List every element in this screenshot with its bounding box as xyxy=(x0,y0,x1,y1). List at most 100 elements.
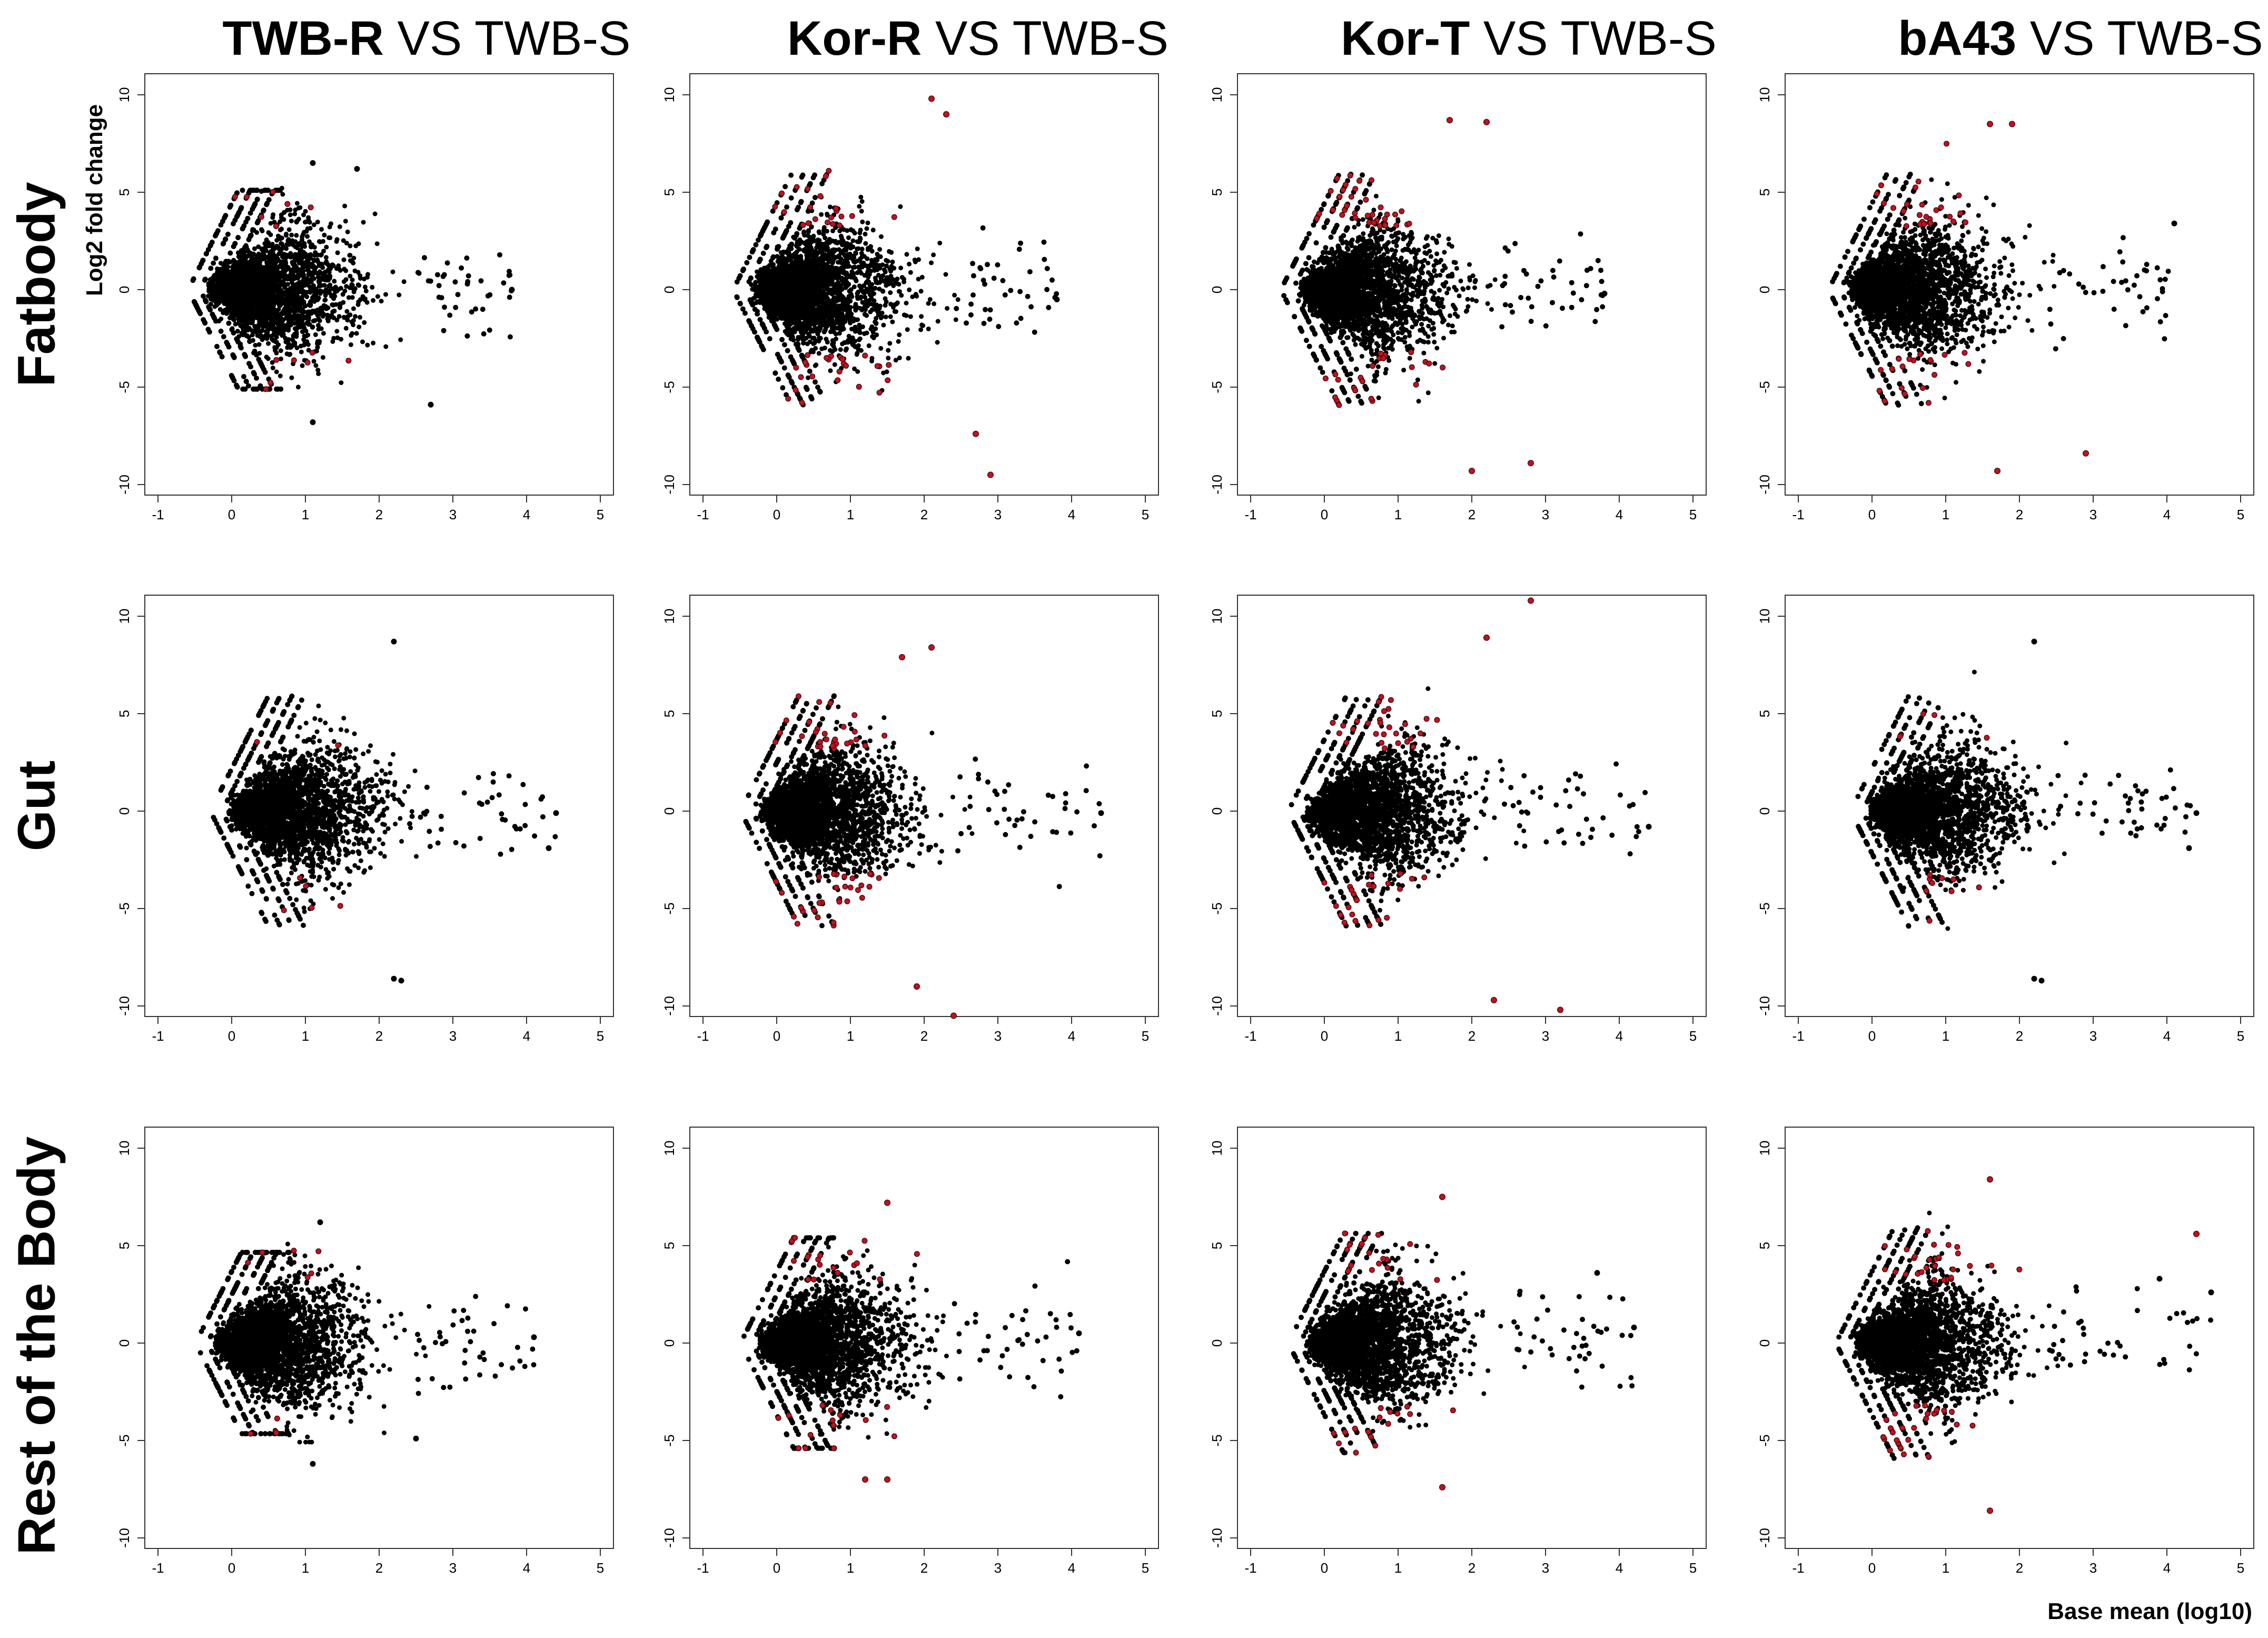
data-point xyxy=(480,307,486,312)
data-point xyxy=(261,308,266,313)
data-point xyxy=(313,270,318,275)
data-point xyxy=(206,281,211,286)
data-point xyxy=(328,235,333,240)
data-point xyxy=(310,325,315,330)
data-point xyxy=(315,344,320,350)
data-point xyxy=(459,265,464,271)
data-point xyxy=(821,232,826,237)
data-point xyxy=(232,218,238,223)
data-point xyxy=(284,242,290,247)
data-point xyxy=(796,346,801,352)
data-point xyxy=(304,219,309,224)
data-point xyxy=(796,341,801,347)
data-point xyxy=(244,194,250,200)
data-point xyxy=(343,219,348,224)
data-point xyxy=(866,343,871,348)
data-point xyxy=(352,268,358,273)
data-point xyxy=(390,269,395,274)
data-point xyxy=(309,350,315,356)
data-point xyxy=(861,283,867,288)
data-point xyxy=(444,260,450,266)
column-title-kor-t: Kor-T VS TWB-S xyxy=(1265,9,1792,67)
data-point xyxy=(415,270,421,275)
data-point xyxy=(319,253,323,258)
data-point xyxy=(240,252,245,257)
data-point xyxy=(910,294,915,299)
data-point xyxy=(747,254,752,260)
x-tick-label: -1 xyxy=(152,507,164,522)
data-point xyxy=(916,257,921,262)
data-point xyxy=(469,309,474,315)
data-point xyxy=(250,251,255,256)
data-point xyxy=(883,303,888,308)
data-point xyxy=(906,356,911,361)
data-point xyxy=(315,368,321,373)
data-point xyxy=(224,309,230,314)
data-point xyxy=(266,197,272,203)
data-point xyxy=(772,370,778,376)
data-point xyxy=(273,294,278,300)
data-point xyxy=(262,278,267,283)
data-point xyxy=(904,252,909,257)
data-point xyxy=(310,264,315,270)
data-point xyxy=(301,342,306,348)
data-point xyxy=(308,252,313,258)
row-title-rest-of-body: Rest of the Body xyxy=(0,1127,74,1564)
data-point xyxy=(259,227,264,232)
data-point xyxy=(863,241,868,246)
data-point xyxy=(316,327,321,332)
data-point xyxy=(768,259,774,264)
data-point xyxy=(264,330,270,336)
data-point xyxy=(734,279,740,285)
data-point xyxy=(300,329,305,334)
data-point xyxy=(270,284,275,290)
data-point xyxy=(884,369,889,374)
data-point xyxy=(886,348,891,353)
data-point xyxy=(338,305,342,310)
x-tick-label: 2 xyxy=(375,507,383,522)
data-point xyxy=(885,259,890,264)
data-point xyxy=(753,280,758,285)
data-point xyxy=(859,246,865,252)
data-point xyxy=(289,375,294,380)
data-point xyxy=(343,325,349,331)
x-tick-label: 1 xyxy=(302,507,309,522)
data-point xyxy=(278,249,283,253)
data-point xyxy=(284,351,290,357)
data-point xyxy=(270,189,276,195)
data-point xyxy=(211,290,216,295)
data-point xyxy=(375,294,380,299)
data-point xyxy=(781,342,787,348)
data-point xyxy=(246,253,251,258)
data-point xyxy=(858,228,863,233)
data-point xyxy=(301,232,306,237)
data-point xyxy=(254,290,260,295)
data-point xyxy=(837,240,842,245)
data-point xyxy=(311,319,316,323)
data-point xyxy=(873,326,878,331)
data-point xyxy=(274,275,279,280)
data-point xyxy=(347,253,352,258)
data-point xyxy=(772,323,778,329)
data-point xyxy=(239,309,244,314)
significant-points xyxy=(232,189,352,392)
data-point xyxy=(852,366,857,371)
data-point xyxy=(284,306,289,311)
data-point xyxy=(785,348,790,353)
data-point xyxy=(260,328,265,333)
data-point xyxy=(821,228,826,233)
data-point xyxy=(870,330,876,334)
data-point xyxy=(855,369,860,374)
data-point xyxy=(861,331,867,336)
data-point xyxy=(859,251,864,256)
data-point xyxy=(361,220,366,225)
data-point xyxy=(358,314,363,320)
data-point xyxy=(292,211,298,216)
data-point xyxy=(262,290,268,295)
data-point xyxy=(361,277,367,282)
data-point xyxy=(284,314,289,319)
data-point xyxy=(797,395,803,401)
data-point xyxy=(256,244,261,249)
data-point xyxy=(256,297,261,302)
